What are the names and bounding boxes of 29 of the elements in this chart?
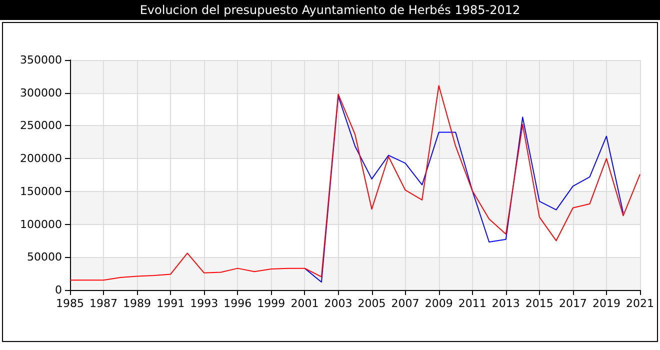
y-tick-label: 200000 (20, 152, 62, 166)
x-tick-label: 2003 (324, 297, 352, 310)
x-tick-label: 1987 (90, 297, 118, 310)
x-tick-label: 2017 (558, 297, 587, 310)
y-tick-label: 300000 (20, 86, 62, 100)
y-tick-label: 150000 (20, 184, 62, 198)
x-tick-label: 1985 (56, 297, 84, 310)
x-tick-label: 2011 (458, 297, 486, 310)
chart-title: Evolucion del presupuesto Ayuntamiento de Herbés 1985-2012 (0, 0, 660, 20)
y-tick-label: 100000 (20, 218, 62, 231)
line-series (70, 85, 640, 281)
x-tick-label: 1991 (156, 297, 185, 310)
y-tick-label: 50000 (27, 250, 62, 264)
line-series (304, 96, 624, 283)
x-tick-label: 1993 (190, 297, 218, 310)
y-tick-label: 0 (55, 284, 62, 296)
x-tick-label: 2005 (358, 297, 386, 310)
x-tick-label: 2009 (424, 297, 453, 310)
y-tick-label: 250000 (20, 119, 62, 132)
x-tick-label: 2019 (592, 297, 620, 310)
x-tick-label: 2001 (290, 297, 319, 310)
x-tick-label: 1996 (224, 297, 252, 310)
x-tick-label: 1989 (123, 297, 152, 310)
x-tick-label: 2015 (525, 297, 554, 310)
x-tick-label: 1999 (257, 297, 286, 310)
x-tick-label: 2013 (492, 297, 520, 310)
x-tick-label: 2007 (391, 297, 420, 310)
x-tick-label: 2021 (626, 297, 654, 310)
y-tick-label: 350000 (20, 54, 62, 66)
